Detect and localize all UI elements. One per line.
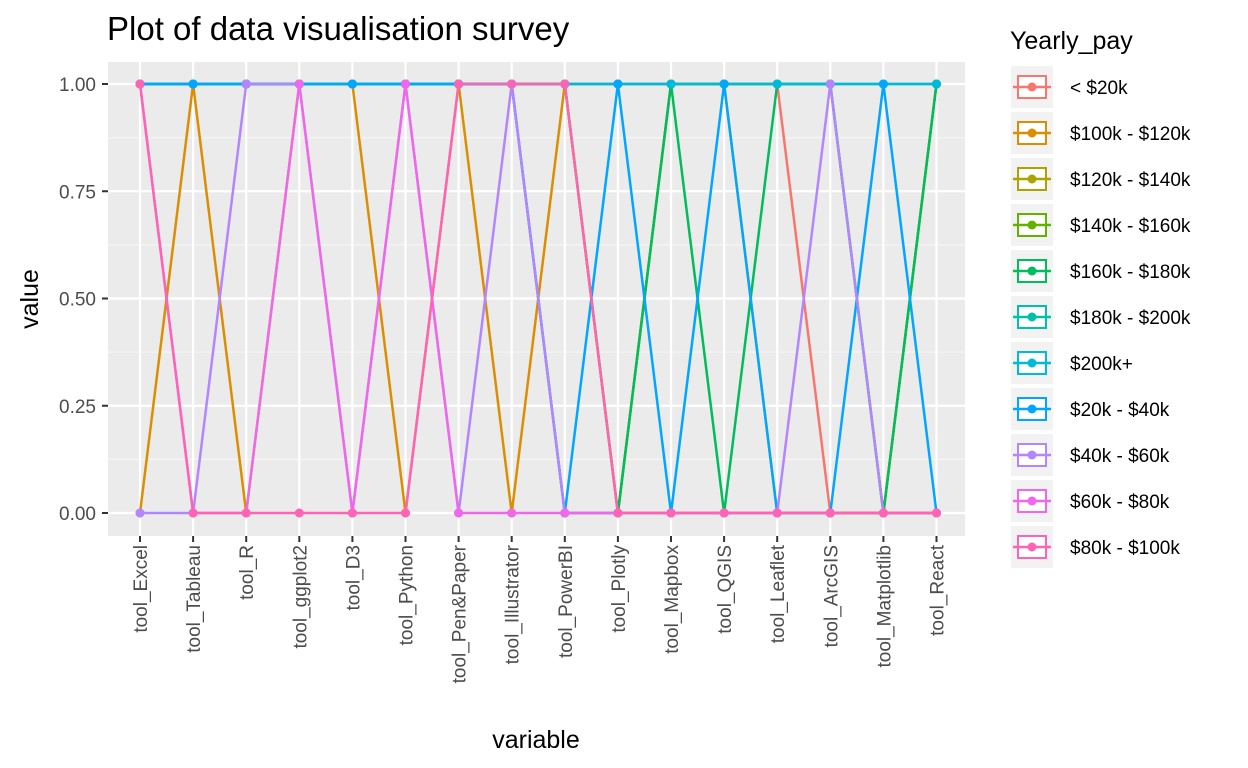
legend-key-point <box>1027 404 1037 414</box>
x-tick-label: tool_Illustrator <box>503 544 524 664</box>
legend-item: $200k+ <box>1011 342 1133 384</box>
data-point <box>454 508 464 518</box>
data-point <box>719 79 729 89</box>
data-point <box>241 79 251 89</box>
x-tick-label: tool_Plotly <box>609 545 630 633</box>
y-tick-label: 0.75 <box>59 182 96 203</box>
series-line <box>138 82 937 515</box>
data-point <box>878 508 888 518</box>
data-point <box>825 508 835 518</box>
legend-label: $120k - $140k <box>1070 170 1191 191</box>
x-tick-label: tool_Matplotlib <box>874 545 895 668</box>
y-tick-label: 0.00 <box>59 504 96 525</box>
legend-item: $180k - $200k <box>1011 296 1191 338</box>
legend-label: $60k - $80k <box>1070 492 1170 513</box>
legend-item: < $20k <box>1011 66 1128 108</box>
data-point <box>241 508 251 518</box>
legend-key-point <box>1027 312 1037 322</box>
data-point <box>825 79 835 89</box>
x-tick-label: tool_Python <box>397 545 418 645</box>
legend-key-point <box>1027 128 1037 138</box>
data-point <box>560 79 570 89</box>
legend-key-point <box>1027 220 1037 230</box>
x-axis-ticks: tool_Excel tool_Tableau tool_R tool_ggplot2… <box>131 536 949 683</box>
legend-key-point <box>1027 496 1037 506</box>
legend-label: $180k - $200k <box>1070 308 1191 329</box>
y-tick-label: 0.50 <box>59 290 96 311</box>
data-point <box>878 79 888 89</box>
series-line <box>140 82 937 515</box>
data-point <box>188 79 198 89</box>
data-point <box>772 79 782 89</box>
data-point <box>347 79 357 89</box>
data-point <box>772 508 782 518</box>
data-point <box>454 79 464 89</box>
data-point <box>294 508 304 518</box>
x-axis-title: variable <box>492 726 580 754</box>
chart-title: Plot of data visualisation survey <box>107 10 570 47</box>
data-point <box>401 79 410 89</box>
legend-key-point <box>1027 82 1037 92</box>
data-point <box>719 508 729 518</box>
y-axis-title: value <box>16 269 44 329</box>
y-tick-label: 0.25 <box>59 397 96 418</box>
legend-key-point <box>1027 542 1037 552</box>
data-point <box>932 508 941 518</box>
data-point <box>401 508 410 518</box>
legend-label: $200k+ <box>1070 354 1133 375</box>
data-point <box>932 79 941 89</box>
legend-item: $60k - $80k <box>1011 480 1170 522</box>
y-tick-label: 1.00 <box>59 75 96 96</box>
x-tick-label: tool_PowerBI <box>556 545 577 658</box>
legend-label: $100k - $120k <box>1070 124 1191 145</box>
x-tick-label: tool_Leaflet <box>768 544 789 643</box>
data-point <box>507 79 517 89</box>
x-tick-label: tool_Tableau <box>184 545 205 653</box>
legend-label: $40k - $60k <box>1070 446 1170 467</box>
legend-label: $20k - $40k <box>1070 400 1170 421</box>
legend-label: $160k - $180k <box>1070 262 1191 283</box>
legend-item: $40k - $60k <box>1011 434 1170 476</box>
x-tick-label: tool_Pen&Paper <box>450 544 471 683</box>
data-point <box>135 79 145 89</box>
legend-key-point <box>1027 174 1037 184</box>
x-tick-label: tool_Excel <box>131 545 152 633</box>
data-point <box>294 79 304 89</box>
legend-title: Yearly_pay <box>1010 27 1133 55</box>
data-point <box>188 508 198 518</box>
data-point <box>507 508 517 518</box>
x-tick-label: tool_R <box>237 545 258 600</box>
legend-key-point <box>1027 358 1037 368</box>
data-point <box>666 508 676 518</box>
legend: < $20k $100k - $120k $120k - $140k $140k - … <box>1011 66 1191 568</box>
legend-item: $120k - $140k <box>1011 158 1191 200</box>
y-axis-ticks: 0.00 0.25 0.50 0.75 1.00 <box>59 75 108 525</box>
legend-item: $80k - $100k <box>1011 526 1180 568</box>
legend-label: $140k - $160k <box>1070 216 1191 237</box>
legend-label: < $20k <box>1070 78 1128 99</box>
x-tick-label: tool_Mapbox <box>662 545 683 654</box>
data-point <box>666 79 676 89</box>
legend-item: $140k - $160k <box>1011 204 1191 246</box>
data-point <box>613 508 623 518</box>
legend-key-point <box>1027 266 1037 276</box>
x-tick-label: tool_React <box>928 544 949 636</box>
data-point <box>613 79 623 89</box>
data-point <box>560 508 570 518</box>
legend-item: $100k - $120k <box>1011 112 1191 154</box>
data-point <box>135 508 145 518</box>
x-tick-label: tool_QGIS <box>715 545 736 634</box>
x-tick-label: tool_D3 <box>343 545 364 611</box>
legend-item: $20k - $40k <box>1011 388 1170 430</box>
x-tick-label: tool_ArcGIS <box>821 545 842 647</box>
series-layer <box>135 79 941 518</box>
legend-label: $80k - $100k <box>1070 538 1180 559</box>
legend-item: $160k - $180k <box>1011 250 1191 292</box>
x-tick-label: tool_ggplot2 <box>290 545 311 649</box>
data-point <box>347 508 357 518</box>
minor-gridlines <box>108 137 965 460</box>
legend-key-point <box>1027 450 1037 460</box>
